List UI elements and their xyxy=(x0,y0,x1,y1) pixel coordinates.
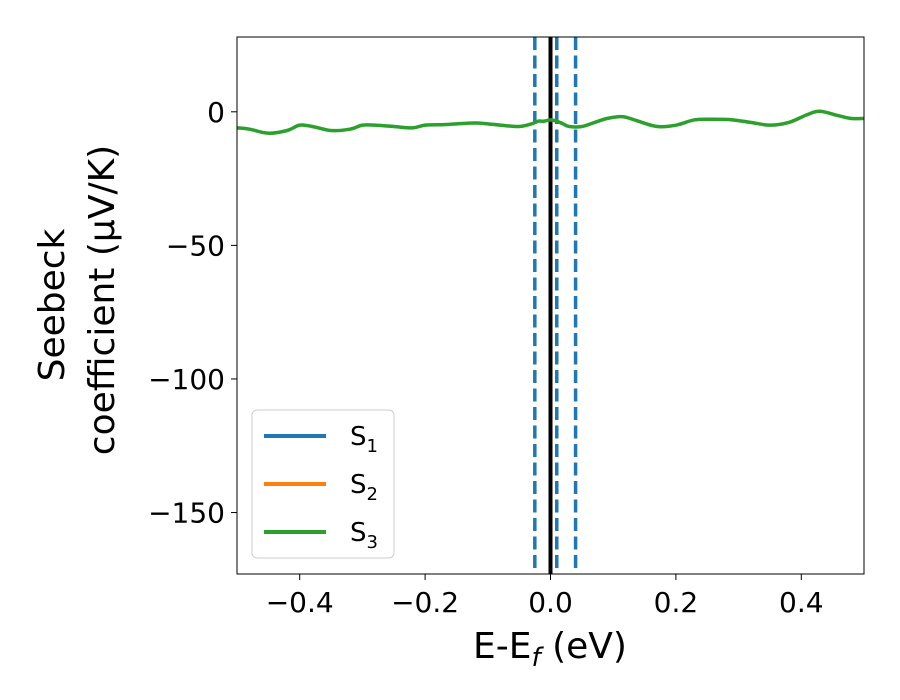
x-axis-label: E-Ef (eV) xyxy=(473,626,627,673)
x-tick-label: −0.4 xyxy=(266,586,334,619)
legend-items: S1 S2 S3 xyxy=(264,422,378,553)
x-tick-label: 0.4 xyxy=(779,586,824,619)
legend-label-s2: S2 xyxy=(350,470,378,505)
series-lines xyxy=(236,109,865,135)
y-tick-label: −100 xyxy=(148,363,225,396)
y-axis-label-line2: coefficient (μV/K) xyxy=(82,145,123,455)
series-line-s3 xyxy=(236,109,865,135)
y-tick-label: 0 xyxy=(207,96,225,129)
x-tick-label: 0.2 xyxy=(654,586,699,619)
x-axis-label-unit: (eV) xyxy=(541,626,627,667)
x-tick-label: 0.0 xyxy=(528,586,573,619)
y-axis-ticks: 0 −50 −100 −150 xyxy=(148,96,237,530)
legend: S1 S2 S3 xyxy=(251,409,395,559)
x-tick-label: −0.2 xyxy=(391,586,459,619)
y-tick-label: −150 xyxy=(148,497,225,530)
y-tick-label: −50 xyxy=(166,229,225,262)
x-axis-ticks: −0.4 −0.2 0.0 0.2 0.4 xyxy=(266,574,824,619)
y-axis-label-line1: Seebeck xyxy=(32,228,73,381)
vertical-lines xyxy=(533,37,578,574)
legend-label-s3: S3 xyxy=(350,518,378,553)
legend-label-s1: S1 xyxy=(350,422,378,457)
